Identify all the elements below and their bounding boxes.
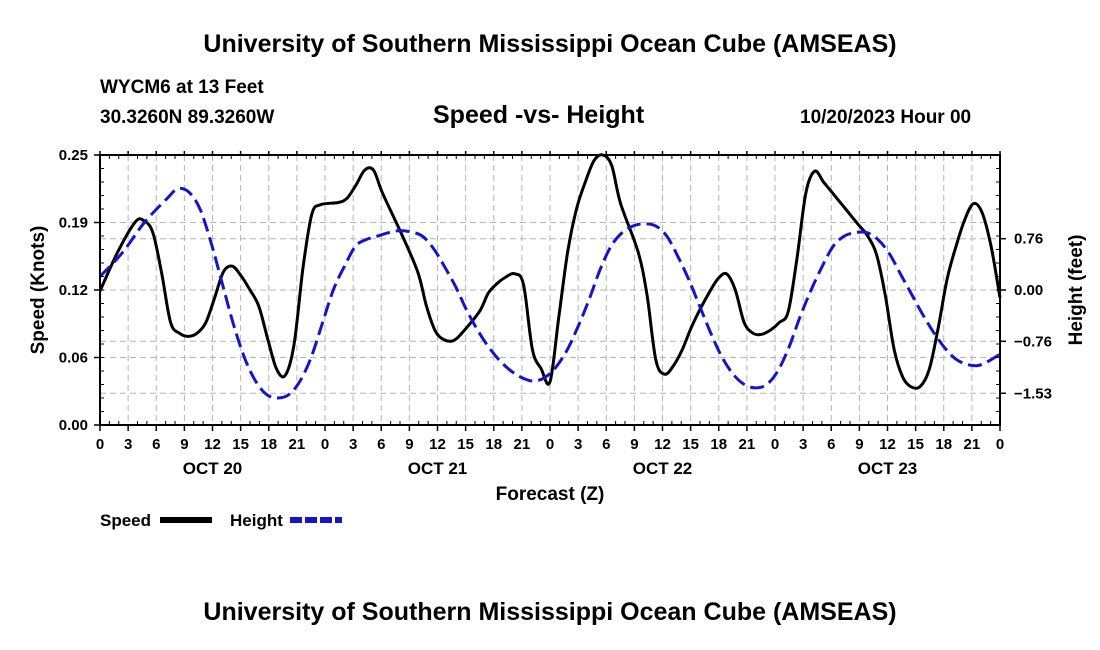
x-tick-label: 18 <box>710 436 727 453</box>
y2-axis-title: Height (feet) <box>1066 235 1087 346</box>
x-tick-label: 0 <box>321 436 329 453</box>
series-line-height <box>98 186 1001 400</box>
day-label: OCT 22 <box>633 459 693 478</box>
x-tick-label: 3 <box>124 436 132 453</box>
x-tick-label: 15 <box>682 436 699 453</box>
day-label: OCT 21 <box>408 459 468 478</box>
x-tick-label: 6 <box>827 436 835 453</box>
y-tick-label: 0.12 <box>59 282 88 299</box>
y2-tick-label: −0.76 <box>1014 333 1052 350</box>
x-tick-label: 3 <box>574 436 582 453</box>
station-label: WYCM6 at 13 Feet <box>100 77 264 98</box>
x-tick-label: 12 <box>879 436 896 453</box>
y-tick-label: 0.19 <box>59 215 88 232</box>
x-tick-label: 18 <box>260 436 277 453</box>
x-tick-label: 9 <box>405 436 413 453</box>
footer-title: University of Southern Mississippi Ocean… <box>203 598 897 626</box>
x-tick-label: 9 <box>630 436 638 453</box>
grid-lines <box>100 155 1000 425</box>
y-tick-label: 0.25 <box>59 147 88 164</box>
x-tick-label: 0 <box>546 436 554 453</box>
x-tick-label: 6 <box>602 436 610 453</box>
axis-ticks <box>94 151 1006 431</box>
legend: Speed Height <box>100 511 342 530</box>
x-axis-title: Forecast (Z) <box>496 484 605 505</box>
x-tick-label: 18 <box>935 436 952 453</box>
x-tick-label: 18 <box>485 436 502 453</box>
x-tick-label: 15 <box>232 436 249 453</box>
x-tick-label: 21 <box>289 436 306 453</box>
x-tick-label: 21 <box>514 436 531 453</box>
day-label: OCT 23 <box>858 459 918 478</box>
x-tick-label: 0 <box>771 436 779 453</box>
y-tick-label: 0.06 <box>59 350 88 367</box>
forecast-datetime: 10/20/2023 Hour 00 <box>800 107 972 128</box>
y-tick-label: 0.00 <box>59 417 88 434</box>
x-tick-label: 9 <box>855 436 863 453</box>
series-layer <box>98 153 1002 400</box>
day-label: OCT 20 <box>183 459 243 478</box>
x-tick-label: 12 <box>204 436 221 453</box>
speed-height-chart: 0 3 6 9 12 15 18 21 0 3 6 9 12 15 18 21 0 3 6 9 12 15 18 21 0 3 6 9… <box>28 147 1087 530</box>
chart-subtitle: Speed -vs- Height <box>433 101 645 129</box>
x-tick-label: 0 <box>96 436 104 453</box>
x-tick-label: 21 <box>739 436 756 453</box>
x-tick-label: 3 <box>799 436 807 453</box>
legend-label-height: Height <box>230 511 283 530</box>
x-tick-label: 9 <box>180 436 188 453</box>
x-tick-label: 6 <box>377 436 385 453</box>
x-tick-label: 15 <box>907 436 924 453</box>
x-tick-label: 15 <box>457 436 474 453</box>
x-tick-label: 6 <box>152 436 160 453</box>
x-tick-label: 21 <box>964 436 981 453</box>
station-coordinates: 30.3260N 89.3260W <box>100 107 275 128</box>
axis-labels: 0 3 6 9 12 15 18 21 0 3 6 9 12 15 18 21 0 3 6 9 12 15 18 21 0 3 6 9… <box>59 147 1052 478</box>
x-tick-label: 12 <box>429 436 446 453</box>
y2-tick-label: −1.53 <box>1014 385 1052 402</box>
x-tick-label: 3 <box>349 436 357 453</box>
x-tick-label: 0 <box>996 436 1004 453</box>
series-line-speed <box>98 153 1002 390</box>
legend-label-speed: Speed <box>100 511 151 530</box>
y2-tick-label: 0.76 <box>1014 231 1043 248</box>
y-axis-title: Speed (Knots) <box>28 226 49 355</box>
x-tick-label: 12 <box>654 436 671 453</box>
y2-tick-label: 0.00 <box>1014 282 1043 299</box>
page-title: University of Southern Mississippi Ocean… <box>203 30 897 58</box>
